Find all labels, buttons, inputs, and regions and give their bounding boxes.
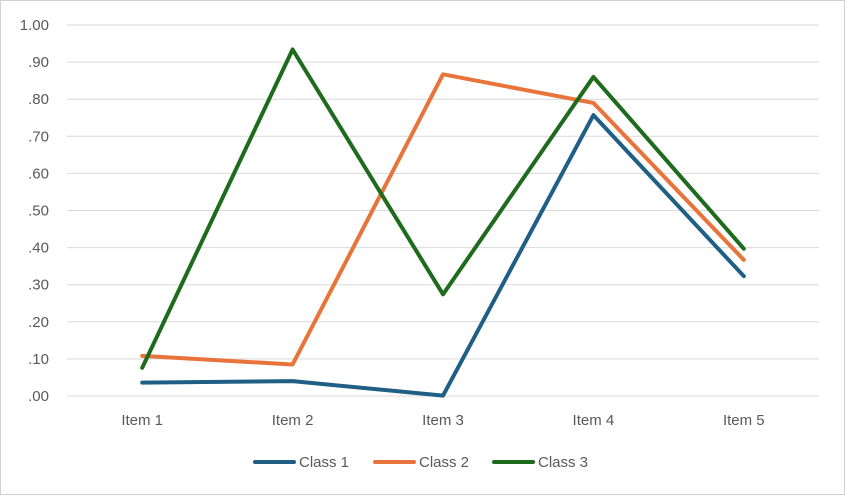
legend-label: Class 1 bbox=[299, 454, 349, 471]
x-tick-label: Item 1 bbox=[121, 412, 163, 429]
y-tick-label: .90 bbox=[28, 54, 49, 71]
y-axis-tick-labels: .00 .10 .20 .30 .40 .50 .60 .70 .80 .90 1.00 bbox=[20, 17, 49, 405]
y-tick-label: .50 bbox=[28, 203, 49, 220]
series-line-class-1 bbox=[140, 113, 746, 398]
legend-label: Class 2 bbox=[419, 454, 469, 471]
y-tick-label: 1.00 bbox=[20, 17, 49, 34]
y-tick-label: .60 bbox=[28, 165, 49, 182]
series-line-class-2 bbox=[140, 72, 746, 367]
series-lines bbox=[140, 47, 746, 398]
x-tick-label: Item 2 bbox=[272, 412, 314, 429]
series-line-class-3 bbox=[140, 47, 746, 370]
legend-label: Class 3 bbox=[538, 454, 588, 471]
y-tick-label: .40 bbox=[28, 240, 49, 257]
legend: Class 1 Class 2 Class 3 bbox=[253, 454, 588, 471]
y-tick-label: .30 bbox=[28, 277, 49, 294]
x-tick-label: Item 4 bbox=[573, 412, 615, 429]
y-tick-label: .20 bbox=[28, 314, 49, 331]
y-tick-label: .10 bbox=[28, 351, 49, 368]
y-tick-label: .70 bbox=[28, 128, 49, 145]
y-tick-label: .80 bbox=[28, 91, 49, 108]
y-tick-label: .00 bbox=[28, 388, 49, 405]
gridlines bbox=[67, 24, 819, 397]
x-axis-tick-labels: Item 1 Item 2 Item 3 Item 4 Item 5 bbox=[121, 412, 764, 429]
x-tick-label: Item 5 bbox=[723, 412, 765, 429]
x-tick-label: Item 3 bbox=[422, 412, 464, 429]
